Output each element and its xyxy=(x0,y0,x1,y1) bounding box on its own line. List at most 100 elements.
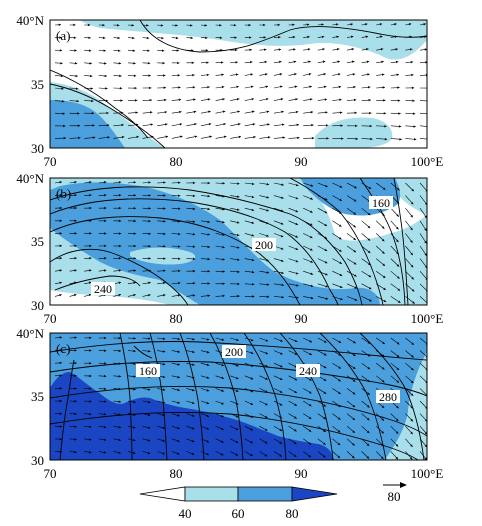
wind-arrow-head xyxy=(164,110,168,114)
wind-arrow-head xyxy=(248,23,251,27)
wind-arrow-head xyxy=(265,351,269,355)
wind-arrow-head xyxy=(383,287,386,290)
panel-c-contour-11 xyxy=(50,386,427,437)
wind-arrow-head xyxy=(410,444,413,447)
wind-arrow-head xyxy=(251,208,255,212)
panel-c-contour-14 xyxy=(133,345,153,359)
panel-b-contour-label-160: 160 xyxy=(372,196,390,210)
wind-arrow-head xyxy=(237,123,241,126)
colorbar-label-40: 40 xyxy=(179,506,192,521)
wind-arrow-head xyxy=(74,349,77,352)
wind-arrow-head xyxy=(73,36,77,39)
wind-arrow-head xyxy=(74,336,77,339)
wind-arrow-head xyxy=(104,257,107,260)
wind-arrow-head xyxy=(150,123,153,126)
wind-arrow-head xyxy=(192,269,196,273)
panel-c-xtick-90: 90 xyxy=(295,466,308,481)
wind-arrow-head xyxy=(103,362,107,365)
wind-arrow-head xyxy=(396,239,399,243)
wind-arrow-head xyxy=(74,387,77,390)
wind-arrow-head xyxy=(264,48,267,51)
wind-arrow-head xyxy=(74,181,77,184)
wind-arrow-head xyxy=(250,377,254,380)
panel-c-contour-label-280-box xyxy=(376,390,400,403)
panel-c-contour-label-160-box xyxy=(136,364,160,377)
wind-arrow-head xyxy=(207,270,210,273)
wind-arrow-head xyxy=(207,194,210,198)
wind-arrow-head xyxy=(163,74,166,77)
wind-arrow-head xyxy=(266,110,270,114)
wind-arrow-head xyxy=(294,390,297,393)
wind-arrow-head xyxy=(367,238,371,241)
wind-arrow-head xyxy=(162,452,165,455)
wind-arrow-head xyxy=(222,220,225,224)
wind-arrow-head xyxy=(413,138,417,141)
wind-arrow-head xyxy=(337,60,340,63)
wind-arrow-head xyxy=(311,136,315,140)
panel-b-contour-label-240: 240 xyxy=(94,282,112,296)
panel-c-contour-4 xyxy=(209,333,244,460)
wind-arrow-head xyxy=(63,136,66,140)
wind-arrow-head xyxy=(89,193,92,197)
wind-arrow-head xyxy=(296,296,299,299)
wind-arrow-head xyxy=(147,413,151,417)
wind-arrow-head xyxy=(59,412,62,416)
wind-arrow-head xyxy=(323,416,326,420)
wind-arrow-head xyxy=(280,222,284,225)
wind-arrow-head xyxy=(294,416,297,419)
wind-arrow-head xyxy=(353,199,357,202)
panel-a: (a) 40°N 35 30 70 80 90 100°E xyxy=(16,13,443,169)
wind-arrow-head xyxy=(74,269,77,272)
wind-arrow-head xyxy=(133,451,136,455)
wind-arrow-head xyxy=(395,60,399,64)
wind-arrow-head xyxy=(150,111,153,114)
wind-arrow-head xyxy=(178,257,181,260)
wind-arrow-head xyxy=(134,86,137,90)
wind-arrow-head xyxy=(118,206,122,210)
wind-arrow-head xyxy=(396,73,399,77)
wind-arrow-head xyxy=(207,220,210,224)
wind-arrow-head xyxy=(295,247,299,251)
wind-arrow-head xyxy=(106,111,109,115)
wind-arrow-head xyxy=(192,86,196,89)
wind-arrow-head xyxy=(132,36,135,40)
wind-arrow-head xyxy=(221,414,224,418)
panel-c-contour-label-240-box xyxy=(296,364,320,377)
wind-arrow-head xyxy=(323,404,327,407)
wind-arrow-head xyxy=(367,250,371,253)
wind-arrow-head xyxy=(147,49,150,52)
panel-b-label: (b) xyxy=(56,186,71,201)
wind-arrow-head xyxy=(251,195,255,199)
wind-arrow-head xyxy=(250,428,253,431)
wind-arrow-head xyxy=(266,97,269,101)
wind-arrow-head xyxy=(74,293,77,297)
wind-arrow-head xyxy=(281,110,284,114)
panel-a-label: (a) xyxy=(56,28,70,43)
wind-arrow-head xyxy=(148,74,151,77)
wind-arrow-head xyxy=(118,375,122,378)
wind-arrow-head xyxy=(355,124,358,128)
wind-arrow-head xyxy=(308,60,311,63)
wind-arrow-head xyxy=(351,48,354,51)
wind-arrow-head xyxy=(410,264,414,268)
wind-arrow-head xyxy=(424,215,427,219)
wind-arrow-head xyxy=(163,220,166,223)
wind-arrow-head xyxy=(235,415,239,418)
wind-arrow-head xyxy=(235,440,239,443)
wind-arrow-head xyxy=(219,36,223,39)
wind-arrow-head xyxy=(369,111,372,115)
wind-arrow-head xyxy=(61,99,65,103)
panel-c-label: (c) xyxy=(56,341,70,356)
wind-arrow-head xyxy=(118,425,121,429)
wind-arrow-head xyxy=(340,124,343,127)
wind-arrow-head xyxy=(410,227,413,231)
panel-a-contour-1 xyxy=(139,20,427,53)
wind-arrow-head xyxy=(147,426,151,429)
wind-arrow-head xyxy=(352,392,356,395)
wind-arrow-head xyxy=(325,124,329,127)
wind-arrow-head xyxy=(133,257,136,260)
panel-b-contour-7 xyxy=(359,178,406,305)
wind-arrow-head xyxy=(207,98,211,101)
wind-arrow-head xyxy=(307,35,310,39)
